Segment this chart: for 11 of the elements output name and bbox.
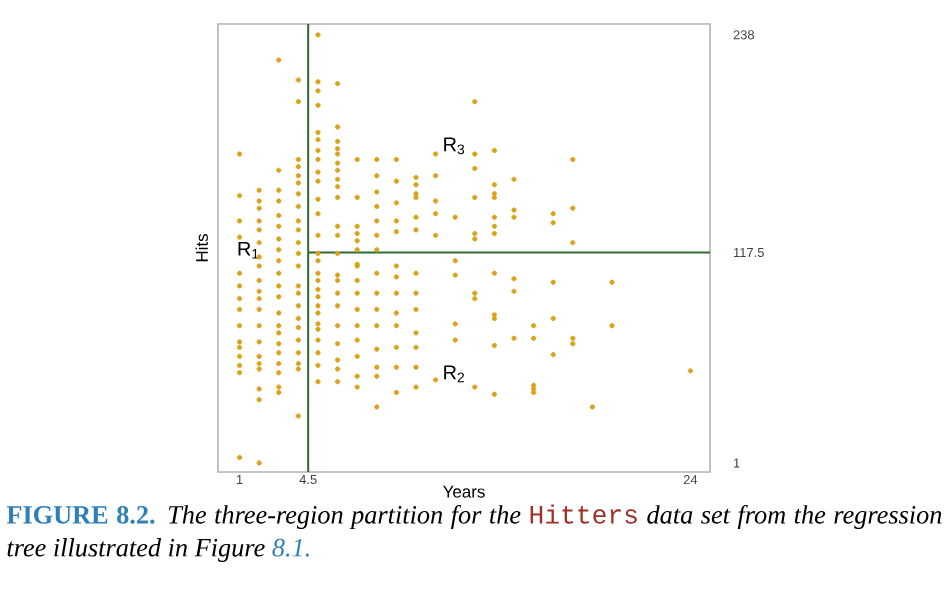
y-axis-title: Hits [195,234,208,262]
annotation: R$_{2}$ [444,365,465,383]
annotation: R$_{1}$ [238,241,259,259]
caption: FIGURE 8.2. [6,505,155,524]
text: 8.1. [272,538,309,557]
text: tree illustrated in Figure [7,538,265,562]
text: The three-region partition for the [168,504,521,530]
annotation: R$_{3}$ [444,137,465,155]
text: data set from the regression [647,504,942,530]
text: Hitters [530,504,637,524]
x-axis-title: Years [443,485,485,498]
